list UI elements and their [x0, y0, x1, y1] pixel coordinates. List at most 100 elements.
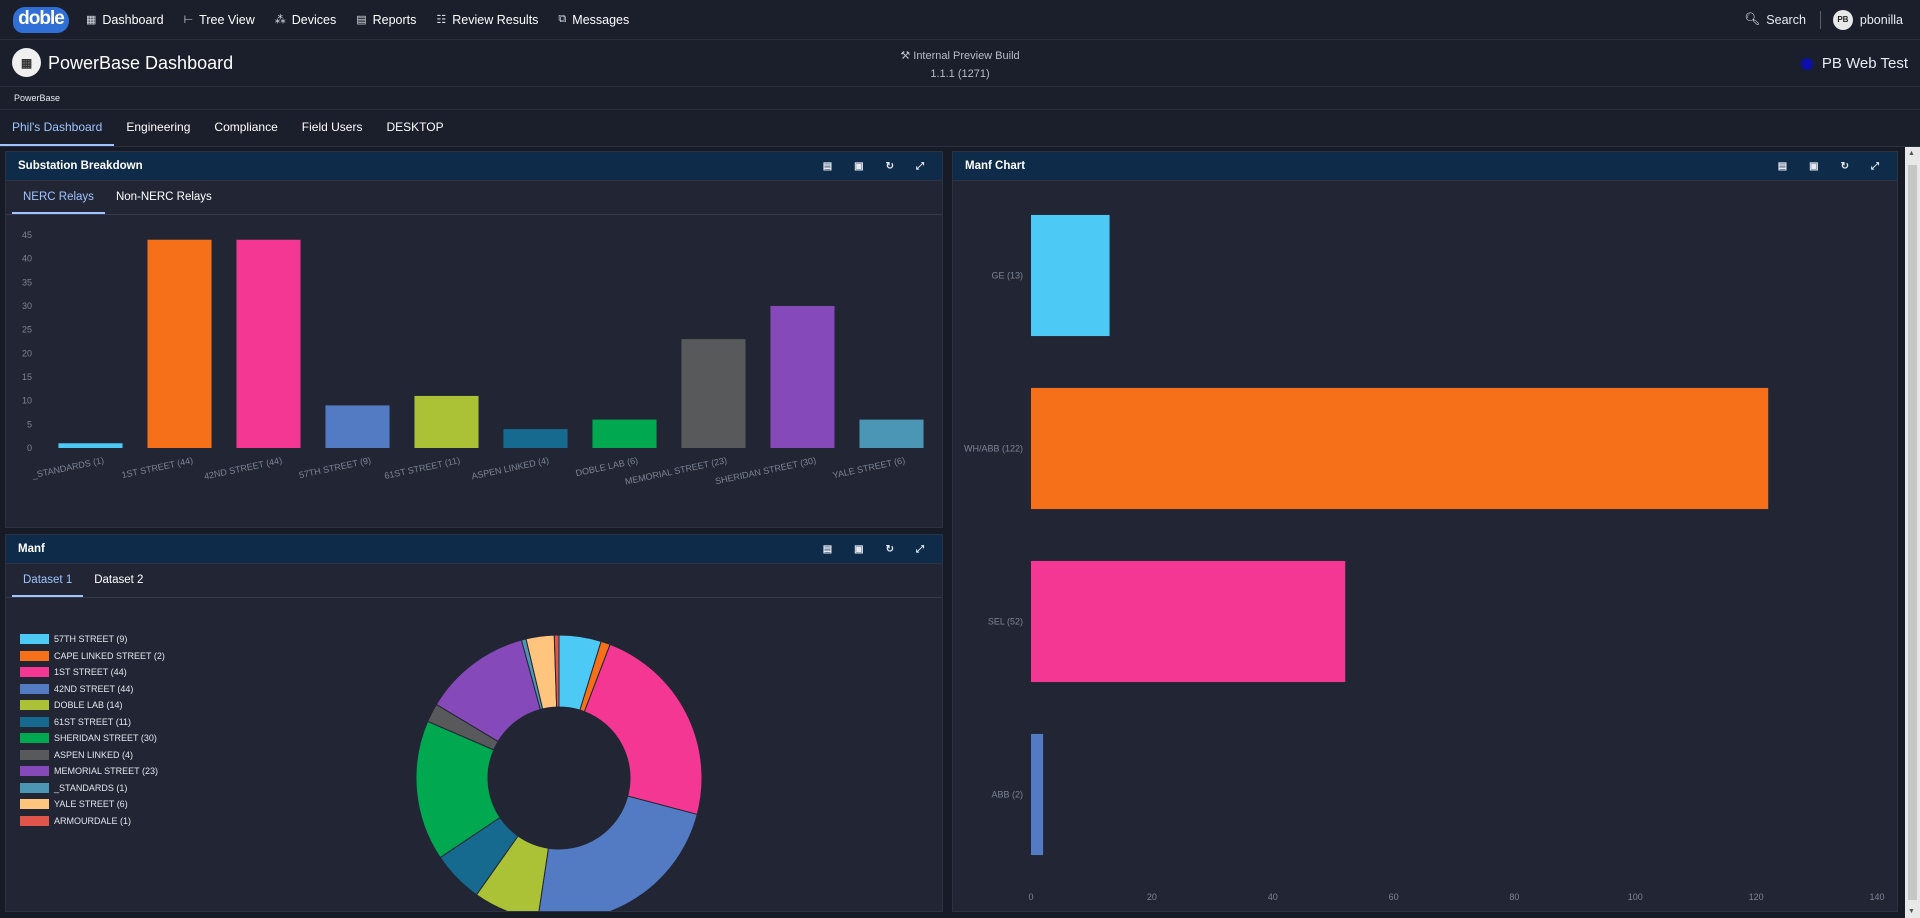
legend-label: ASPEN LINKED (4): [54, 749, 134, 760]
tab-field-users[interactable]: Field Users: [301, 120, 363, 134]
dashboard-icon: ▦: [86, 14, 97, 26]
nav-item-messages[interactable]: ⧉ Messages: [558, 13, 629, 27]
tab-compliance[interactable]: Compliance: [214, 120, 278, 134]
avatar[interactable]: PB: [1832, 9, 1853, 30]
x-tick-label: 100: [1628, 892, 1643, 902]
expand-icon[interactable]: ⤢: [1871, 160, 1879, 172]
legend-item[interactable]: MEMORIAL STREET (23): [20, 763, 165, 780]
legend-item[interactable]: DOBLE LAB (14): [20, 697, 165, 714]
legend-label: 57TH STREET (9): [54, 634, 128, 645]
nav-item-label: Reports: [372, 12, 417, 27]
legend-swatch: [20, 782, 49, 793]
bar[interactable]: [58, 443, 123, 448]
legend-item[interactable]: 57TH STREET (9): [20, 631, 165, 648]
tab-desktop[interactable]: DESKTOP: [386, 120, 444, 134]
manf-donut-chart: [415, 634, 703, 912]
bar[interactable]: [147, 239, 212, 448]
legend-label: MEMORIAL STREET (23): [54, 766, 159, 777]
x-tick-label: 40: [1268, 892, 1278, 902]
breadcrumb: PowerBase: [0, 87, 1920, 110]
data-table-icon[interactable]: ▤: [822, 160, 833, 172]
status-dot-icon: [1800, 57, 1813, 70]
nav-item-reports[interactable]: ▤ Reports: [356, 13, 416, 27]
nav-item-review-results[interactable]: ☷ Review Results: [436, 13, 538, 27]
search-button[interactable]: 🔍︎ Search: [1744, 10, 1821, 29]
legend-swatch: [20, 650, 49, 661]
bar[interactable]: [1031, 560, 1346, 683]
legend-item[interactable]: ARMOURDALE (1): [20, 813, 165, 830]
username[interactable]: pbonilla: [1859, 12, 1903, 27]
nav-item-label: Dashboard: [102, 12, 164, 27]
donut-slice[interactable]: [538, 795, 698, 912]
refresh-icon[interactable]: ↻: [885, 543, 894, 555]
legend-swatch: [20, 749, 49, 760]
expand-icon[interactable]: ⤢: [916, 543, 924, 555]
panel-title: Substation Breakdown: [18, 160, 143, 172]
doble-logo[interactable]: doble: [13, 5, 69, 35]
nav-item-tree-view[interactable]: ⊢ Tree View: [184, 13, 255, 27]
bar[interactable]: [325, 405, 390, 448]
tab-non-nerc-relays[interactable]: Non-NERC Relays: [115, 191, 212, 203]
environment-label: PB Web Test: [1821, 55, 1908, 72]
legend-swatch: [20, 667, 49, 678]
save-image-icon[interactable]: ▣: [854, 543, 864, 555]
data-table-icon[interactable]: ▤: [822, 543, 833, 555]
x-tick-label: 0: [1028, 892, 1033, 902]
bar[interactable]: [414, 395, 479, 448]
legend-label: ARMOURDALE (1): [54, 815, 132, 826]
bar[interactable]: [503, 429, 568, 448]
refresh-icon[interactable]: ↻: [885, 160, 894, 172]
y-tick-label: 20: [22, 348, 32, 358]
legend-item[interactable]: 1ST STREET (44): [20, 664, 165, 681]
legend-item[interactable]: _STANDARDS (1): [20, 780, 165, 797]
nav-item-devices[interactable]: ⁂ Devices: [275, 13, 336, 27]
tab-phil-s-dashboard[interactable]: Phil's Dashboard: [0, 110, 115, 146]
breadcrumb-item[interactable]: PowerBase: [14, 93, 61, 103]
tree-icon: ⊢: [183, 14, 194, 26]
scrollbar-thumb[interactable]: [1908, 165, 1917, 900]
y-tick-label: SEL (52): [988, 617, 1023, 627]
expand-icon[interactable]: ⤢: [916, 160, 924, 172]
tab-nerc-relays[interactable]: NERC Relays: [12, 181, 105, 214]
page-scrollbar[interactable]: ▲ ▼: [1905, 147, 1920, 918]
legend-item[interactable]: 61ST STREET (11): [20, 714, 165, 731]
tab-engineering[interactable]: Engineering: [126, 120, 191, 134]
legend-label: _STANDARDS (1): [54, 782, 128, 793]
scroll-down-icon[interactable]: ▼: [1908, 908, 1915, 915]
legend-item[interactable]: SHERIDAN STREET (30): [20, 730, 165, 747]
legend-item[interactable]: YALE STREET (6): [20, 796, 165, 813]
x-tick-label: _STANDARDS (1): [30, 455, 105, 480]
messages-icon: ⧉: [558, 13, 567, 25]
panel-tabs: NERC Relays Non-NERC Relays: [6, 181, 942, 215]
bar[interactable]: [1031, 214, 1110, 337]
bar[interactable]: [1031, 387, 1769, 510]
save-image-icon[interactable]: ▣: [854, 160, 864, 172]
legend-item[interactable]: ASPEN LINKED (4): [20, 747, 165, 764]
donut-slice[interactable]: [583, 643, 703, 816]
y-tick-label: 30: [22, 301, 32, 311]
donut-slice[interactable]: [553, 634, 560, 708]
refresh-icon[interactable]: ↻: [1840, 160, 1849, 172]
data-table-icon[interactable]: ▤: [1777, 160, 1788, 172]
bar[interactable]: [770, 306, 835, 448]
tab-dataset-1[interactable]: Dataset 1: [12, 564, 84, 597]
legend-swatch: [20, 700, 49, 711]
bar[interactable]: [859, 419, 924, 448]
bar[interactable]: [1031, 733, 1044, 856]
save-image-icon[interactable]: ▣: [1809, 160, 1819, 172]
tab-dataset-2[interactable]: Dataset 2: [94, 574, 144, 586]
nav-item-dashboard[interactable]: ▦ Dashboard: [86, 13, 164, 27]
environment-indicator[interactable]: PB Web Test: [1800, 55, 1908, 72]
scroll-up-icon[interactable]: ▲: [1908, 150, 1915, 157]
legend-item[interactable]: CAPE LINKED STREET (2): [20, 648, 165, 665]
legend-swatch: [20, 683, 49, 694]
panel-title: Manf: [18, 543, 45, 555]
bar[interactable]: [592, 419, 657, 448]
page-header: ▦ PowerBase Dashboard ⚒ Internal Preview…: [0, 40, 1920, 87]
substation-breakdown-panel: Substation Breakdown ▤ ▣ ↻ ⤢ NERC Relays…: [5, 151, 943, 528]
y-tick-label: WH/ABB (122): [964, 444, 1023, 454]
legend-swatch: [20, 733, 49, 744]
bar[interactable]: [236, 239, 301, 448]
bar[interactable]: [681, 339, 746, 448]
legend-item[interactable]: 42ND STREET (44): [20, 681, 165, 698]
